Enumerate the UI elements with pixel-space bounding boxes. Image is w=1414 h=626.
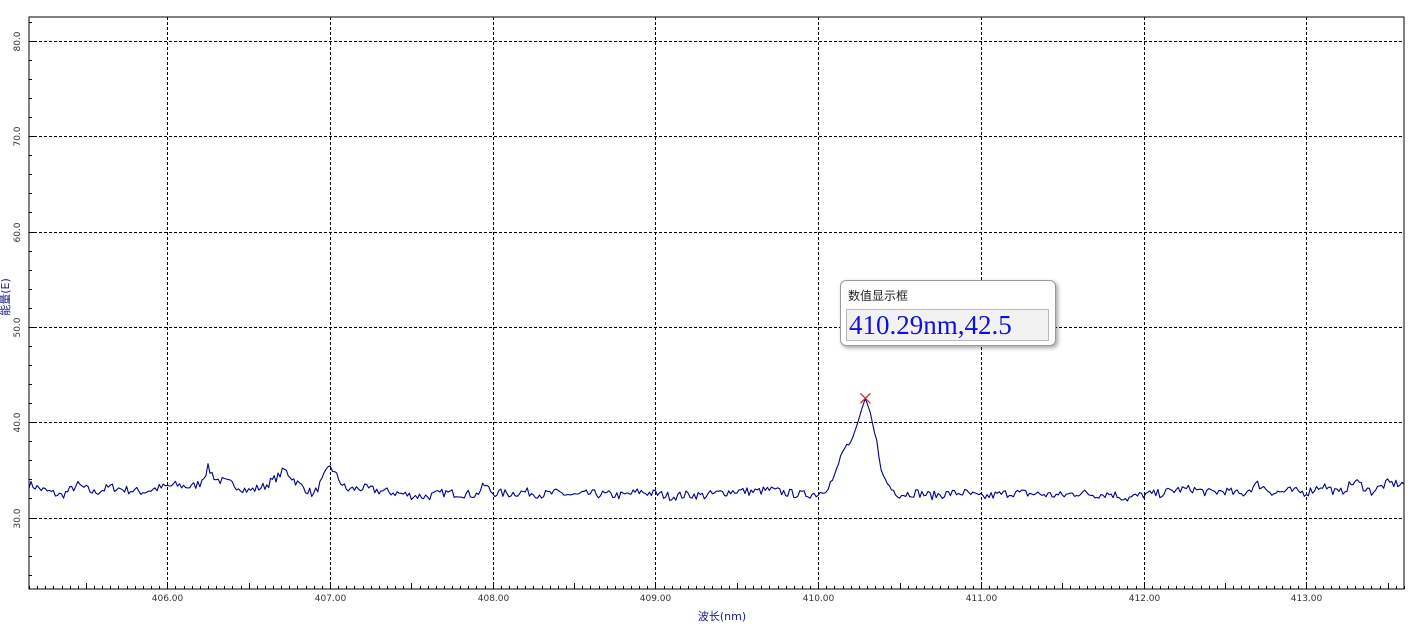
x-tick-label: 411.00: [966, 594, 998, 604]
x-tick-label: 409.00: [640, 594, 672, 604]
axis-ticks: [29, 22, 1405, 589]
x-tick-label: 410.00: [803, 594, 835, 604]
x-tick-label: 413.00: [1291, 594, 1323, 604]
x-tick-label: 407.00: [315, 594, 347, 604]
y-tick-label: 70.0: [13, 126, 23, 146]
y-tick-label: 80.0: [13, 31, 23, 51]
x-axis-title: 波长(nm): [698, 610, 746, 623]
value-display-field: 410.29nm,42.5: [846, 309, 1049, 341]
y-tick-labels: 30.0 40.0 50.0 60.0 70.0 80.0: [13, 31, 23, 528]
x-tick-label: 412.00: [1129, 594, 1161, 604]
spectrum-series-line: [28, 397, 1405, 502]
y-tick-label: 30.0: [13, 508, 23, 528]
x-tick-label: 406.00: [152, 594, 184, 604]
x-tick-labels: 406.00 407.00 408.00 409.00 410.00 411.00 412.…: [152, 594, 1323, 604]
y-axis-title: 能量(E): [0, 278, 12, 316]
peak-marker-stroke: [859, 392, 871, 404]
value-display-box: 数值显示框 410.29nm,42.5: [840, 280, 1056, 346]
y-tick-label: 40.0: [13, 412, 23, 432]
value-display-title: 数值显示框: [848, 289, 909, 303]
peak-marker: [859, 392, 871, 404]
x-tick-label: 408.00: [478, 594, 510, 604]
plot-area: [28, 16, 1405, 590]
y-tick-label: 50.0: [13, 317, 23, 337]
y-tick-label: 60.0: [13, 222, 23, 242]
